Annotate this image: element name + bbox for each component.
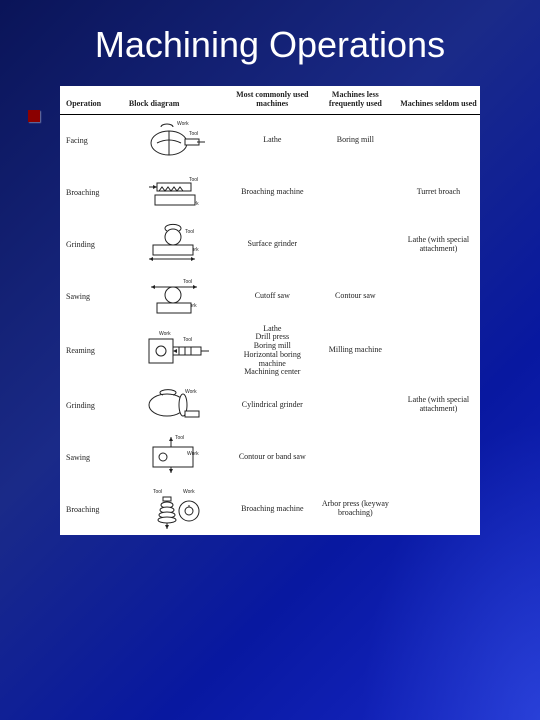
table-row: Grinding Tool Work Surface grinder Lathe… [60, 219, 480, 271]
cell-less: Contour saw [314, 271, 397, 323]
op-label: Facing [60, 115, 127, 167]
svg-text:Work: Work [177, 121, 189, 127]
table-row: Sawing Tool Work Cutoff saw Contour saw [60, 271, 480, 323]
col-seldom: Machines seldom used [397, 86, 480, 115]
cell-less: Arbor press (keyway broaching) [314, 483, 397, 535]
cell-common: Lathe Drill press Boring mill Horizontal… [231, 323, 314, 380]
cell-seldom [397, 483, 480, 535]
op-label: Broaching [60, 483, 127, 535]
svg-text:Tool: Tool [189, 131, 198, 137]
op-label: Sawing [60, 271, 127, 323]
diagram-broaching-2: Tool Work [127, 483, 231, 535]
slide-title: Machining Operations [0, 0, 540, 86]
svg-text:Tool: Tool [183, 279, 192, 285]
svg-text:Work: Work [183, 489, 195, 495]
svg-text:Tool: Tool [175, 435, 184, 441]
cell-common: Cylindrical grinder [231, 379, 314, 431]
diagram-sawing-2: Tool Work [127, 431, 231, 483]
col-operation: Operation [60, 86, 127, 115]
cell-common: Lathe [231, 115, 314, 167]
cell-less [314, 379, 397, 431]
cell-common: Broaching machine [231, 167, 314, 219]
cell-seldom [397, 115, 480, 167]
table-row: Grinding Work Tool Cylindrical grinder L… [60, 379, 480, 431]
cell-seldom: Turret broach [397, 167, 480, 219]
svg-text:Tool: Tool [183, 337, 192, 343]
svg-text:Work: Work [187, 451, 199, 457]
machining-table: Operation Block diagram Most commonly us… [60, 86, 480, 535]
cell-less [314, 167, 397, 219]
op-label: Grinding [60, 379, 127, 431]
cell-seldom [397, 271, 480, 323]
diagram-grinding-2: Work Tool [127, 379, 231, 431]
table-row: Broaching Tool Work Broaching machine Ar… [60, 483, 480, 535]
cell-common: Cutoff saw [231, 271, 314, 323]
diagram-reaming: Work Tool [127, 323, 231, 380]
table-row: Broaching Tool Work Broaching machine Tu… [60, 167, 480, 219]
col-diagram: Block diagram [127, 86, 231, 115]
op-label: Broaching [60, 167, 127, 219]
op-label: Grinding [60, 219, 127, 271]
cell-less [314, 431, 397, 483]
cell-common: Surface grinder [231, 219, 314, 271]
cell-seldom: Lathe (with special attachment) [397, 379, 480, 431]
op-label: Sawing [60, 431, 127, 483]
svg-text:Tool: Tool [189, 177, 198, 183]
svg-text:Tool: Tool [185, 229, 194, 235]
table-row: Facing Work Tool Lathe Boring mill [60, 115, 480, 167]
table-row: Sawing Tool Work Contour or band saw [60, 431, 480, 483]
svg-text:Work: Work [159, 331, 171, 337]
col-common: Most commonly used machines [231, 86, 314, 115]
cell-seldom [397, 431, 480, 483]
machining-table-container: Operation Block diagram Most commonly us… [60, 86, 480, 535]
bullet-square [28, 110, 40, 122]
diagram-broaching-1: Tool Work [127, 167, 231, 219]
cell-less: Boring mill [314, 115, 397, 167]
diagram-grinding-1: Tool Work [127, 219, 231, 271]
svg-text:Work: Work [185, 389, 197, 395]
cell-seldom [397, 323, 480, 380]
cell-less [314, 219, 397, 271]
diagram-sawing-1: Tool Work [127, 271, 231, 323]
op-label: Reaming [60, 323, 127, 380]
cell-less: Milling machine [314, 323, 397, 380]
cell-seldom: Lathe (with special attachment) [397, 219, 480, 271]
svg-text:Tool: Tool [153, 489, 162, 495]
table-header-row: Operation Block diagram Most commonly us… [60, 86, 480, 115]
diagram-facing: Work Tool [127, 115, 231, 167]
cell-common: Contour or band saw [231, 431, 314, 483]
table-row: Reaming Work Tool Lathe Drill press Bori… [60, 323, 480, 380]
col-less: Machines less frequently used [314, 86, 397, 115]
cell-common: Broaching machine [231, 483, 314, 535]
